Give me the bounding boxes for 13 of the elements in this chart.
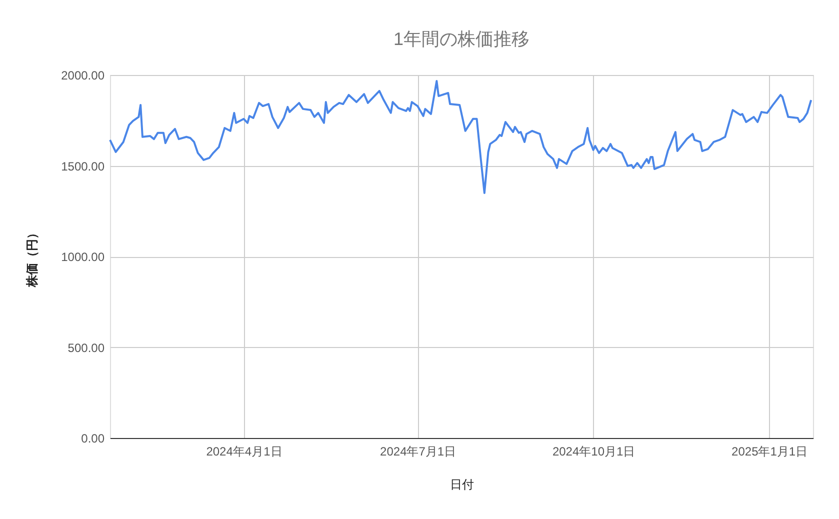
x-tick-label: 2024年7月1日 xyxy=(380,444,456,458)
y-tick-label: 1500.00 xyxy=(61,159,105,174)
x-tick-label: 2024年4月1日 xyxy=(206,444,282,458)
line-series xyxy=(109,80,812,194)
y-axis-title: 株価（円） xyxy=(25,227,40,288)
y-tick-label: 0.00 xyxy=(81,432,105,446)
x-tick-label: 2025年1月1日 xyxy=(732,444,808,458)
x-tick-label: 2024年10月1日 xyxy=(552,444,636,458)
x-axis-title: 日付 xyxy=(450,478,474,492)
y-tick-label: 500.00 xyxy=(68,340,105,355)
chart-title: 1年間の株価推移 xyxy=(393,29,530,49)
y-tick-label: 2000.00 xyxy=(61,68,105,82)
y-tick-label: 1000.00 xyxy=(61,250,105,264)
